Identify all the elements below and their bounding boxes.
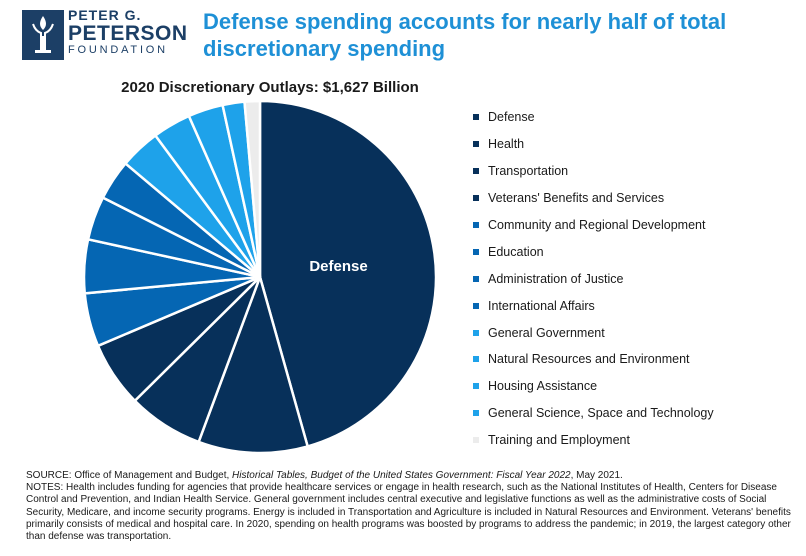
legend-label: Transportation (488, 164, 569, 179)
legend-item-general-government: General Government (473, 319, 803, 346)
source-note: SOURCE: Office of Management and Budget,… (26, 470, 796, 482)
logo-line-1: PETER G. (68, 7, 142, 23)
pie-slice-health (197, 275, 309, 452)
legend-item-education: Education (473, 238, 803, 265)
logo: PETER G. PETERSON FOUNDATION (22, 8, 187, 60)
legend-swatch (473, 248, 479, 255)
legend-label: General Government (488, 325, 605, 340)
legend-swatch (473, 141, 479, 148)
source-suffix: , May 2021. (570, 470, 623, 481)
legend-swatch (473, 195, 479, 202)
legend-item-transportation: Transportation (473, 158, 803, 185)
legend-label: Health (488, 137, 525, 152)
legend-swatch (473, 410, 479, 417)
legend-item-veterans-benefits-and-services: Veterans' Benefits and Services (473, 185, 803, 212)
legend-swatch (473, 275, 479, 282)
legend-label: International Affairs (488, 298, 595, 313)
pie-slice-general-science-space-and-technology (221, 102, 262, 279)
logo-line-3: FOUNDATION (68, 44, 168, 56)
legend-item-general-science-space-and-technology: General Science, Space and Technology (473, 400, 803, 427)
legend-swatch (473, 437, 479, 444)
legend-swatch (473, 114, 479, 121)
legend-label: Defense (488, 110, 535, 125)
pie-slice-training-and-employment (243, 102, 262, 279)
source-prefix: SOURCE: Office of Management and Budget, (26, 470, 233, 481)
legend-label: Training and Employment (488, 433, 630, 448)
legend-label: Veterans' Benefits and Services (488, 191, 665, 206)
legend-swatch (473, 302, 479, 309)
pie-chart: Defense (82, 102, 438, 452)
chart-legend: Defense Health Transportation Veterans' Ben… (473, 104, 803, 454)
legend-item-natural-resources-and-environment: Natural Resources and Environment (473, 346, 803, 373)
source-title: Historical Tables, Budget of the United … (232, 470, 571, 481)
legend-item-administration-of-justice: Administration of Justice (473, 265, 803, 292)
legend-item-health: Health (473, 131, 803, 158)
legend-label: Administration of Justice (488, 271, 624, 286)
legend-label: Housing Assistance (488, 379, 598, 394)
legend-swatch (473, 383, 479, 390)
notes-block: SOURCE: Office of Management and Budget,… (26, 470, 796, 543)
legend-label: Community and Regional Development (488, 218, 706, 232)
pie-slice-defense (258, 102, 438, 448)
legend-swatch (473, 329, 479, 336)
legend-label: Education (488, 244, 544, 259)
legend-label: Natural Resources and Environment (488, 352, 690, 367)
logo-line-2: PETERSON (68, 22, 188, 45)
legend-swatch (473, 222, 479, 228)
notes-text: NOTES: Health includes funding for agenc… (26, 482, 791, 543)
legend-swatch (473, 356, 479, 363)
legend-swatch (473, 168, 479, 175)
legend-item-international-affairs: International Affairs (473, 292, 803, 319)
chart-title: 2020 Discretionary Outlays: $1,627 Billi… (121, 79, 419, 96)
legend-label: General Science, Space and Technology (488, 406, 714, 421)
torch-logo-icon (22, 10, 64, 60)
legend-item-defense: Defense (473, 104, 803, 131)
legend-item-housing-assistance: Housing Assistance (473, 373, 803, 400)
slice-label-defense: Defense (309, 258, 367, 275)
headline: Defense spending accounts for nearly hal… (203, 9, 727, 61)
legend-item-training-and-employment: Training and Employment (473, 427, 803, 454)
legend-item-community-and-regional-development: Community and Regional Development (473, 212, 803, 239)
